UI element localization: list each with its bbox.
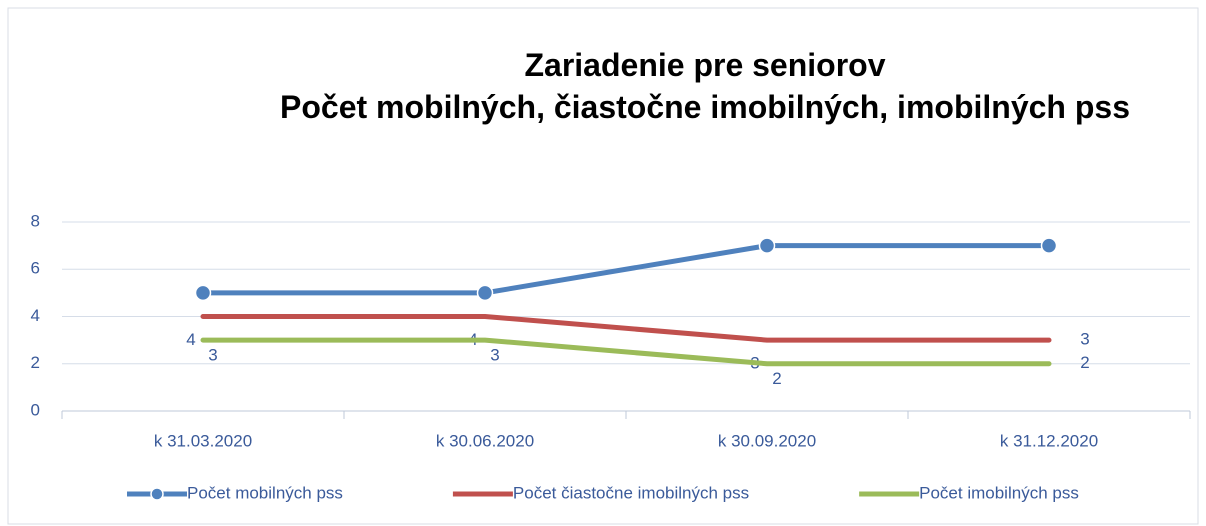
x-tick-label: k 30.09.2020 [718, 431, 816, 450]
chart-title: Zariadenie pre seniorov [524, 47, 886, 83]
y-tick-label: 2 [31, 353, 40, 372]
y-tick-label: 4 [31, 306, 40, 325]
y-tick-label: 0 [31, 400, 40, 419]
y-tick-label: 8 [31, 211, 40, 230]
point-marker [758, 237, 776, 254]
point-marker [1040, 237, 1058, 254]
legend-label: Počet čiastočne imobilných pss [513, 483, 749, 502]
point-marker [194, 284, 212, 302]
data-label: 4 [186, 330, 195, 349]
data-label: 3 [490, 346, 499, 365]
x-tick-label: k 31.12.2020 [1000, 431, 1098, 450]
legend-label: Počet mobilných pss [187, 483, 343, 502]
line-series [200, 243, 1052, 296]
y-tick-label: 6 [31, 259, 40, 278]
legend-label: Počet imobilných pss [919, 483, 1079, 502]
line-series [200, 314, 1052, 343]
point-marker [476, 284, 494, 302]
data-label: 2 [1080, 353, 1089, 372]
line-series [200, 337, 1052, 367]
chart-subtitle: Počet mobilných, čiastočne imobilných, i… [280, 89, 1130, 125]
data-label: 3 [208, 346, 217, 365]
x-tick-label: k 31.03.2020 [154, 431, 252, 450]
data-label: 2 [772, 369, 781, 388]
data-label: 3 [1080, 330, 1089, 349]
title-block: Zariadenie pre seniorov Počet mobilných,… [240, 44, 1170, 128]
x-tick-label: k 30.06.2020 [436, 431, 534, 450]
legend-marker [150, 487, 164, 501]
chart-border [7, 7, 1199, 525]
